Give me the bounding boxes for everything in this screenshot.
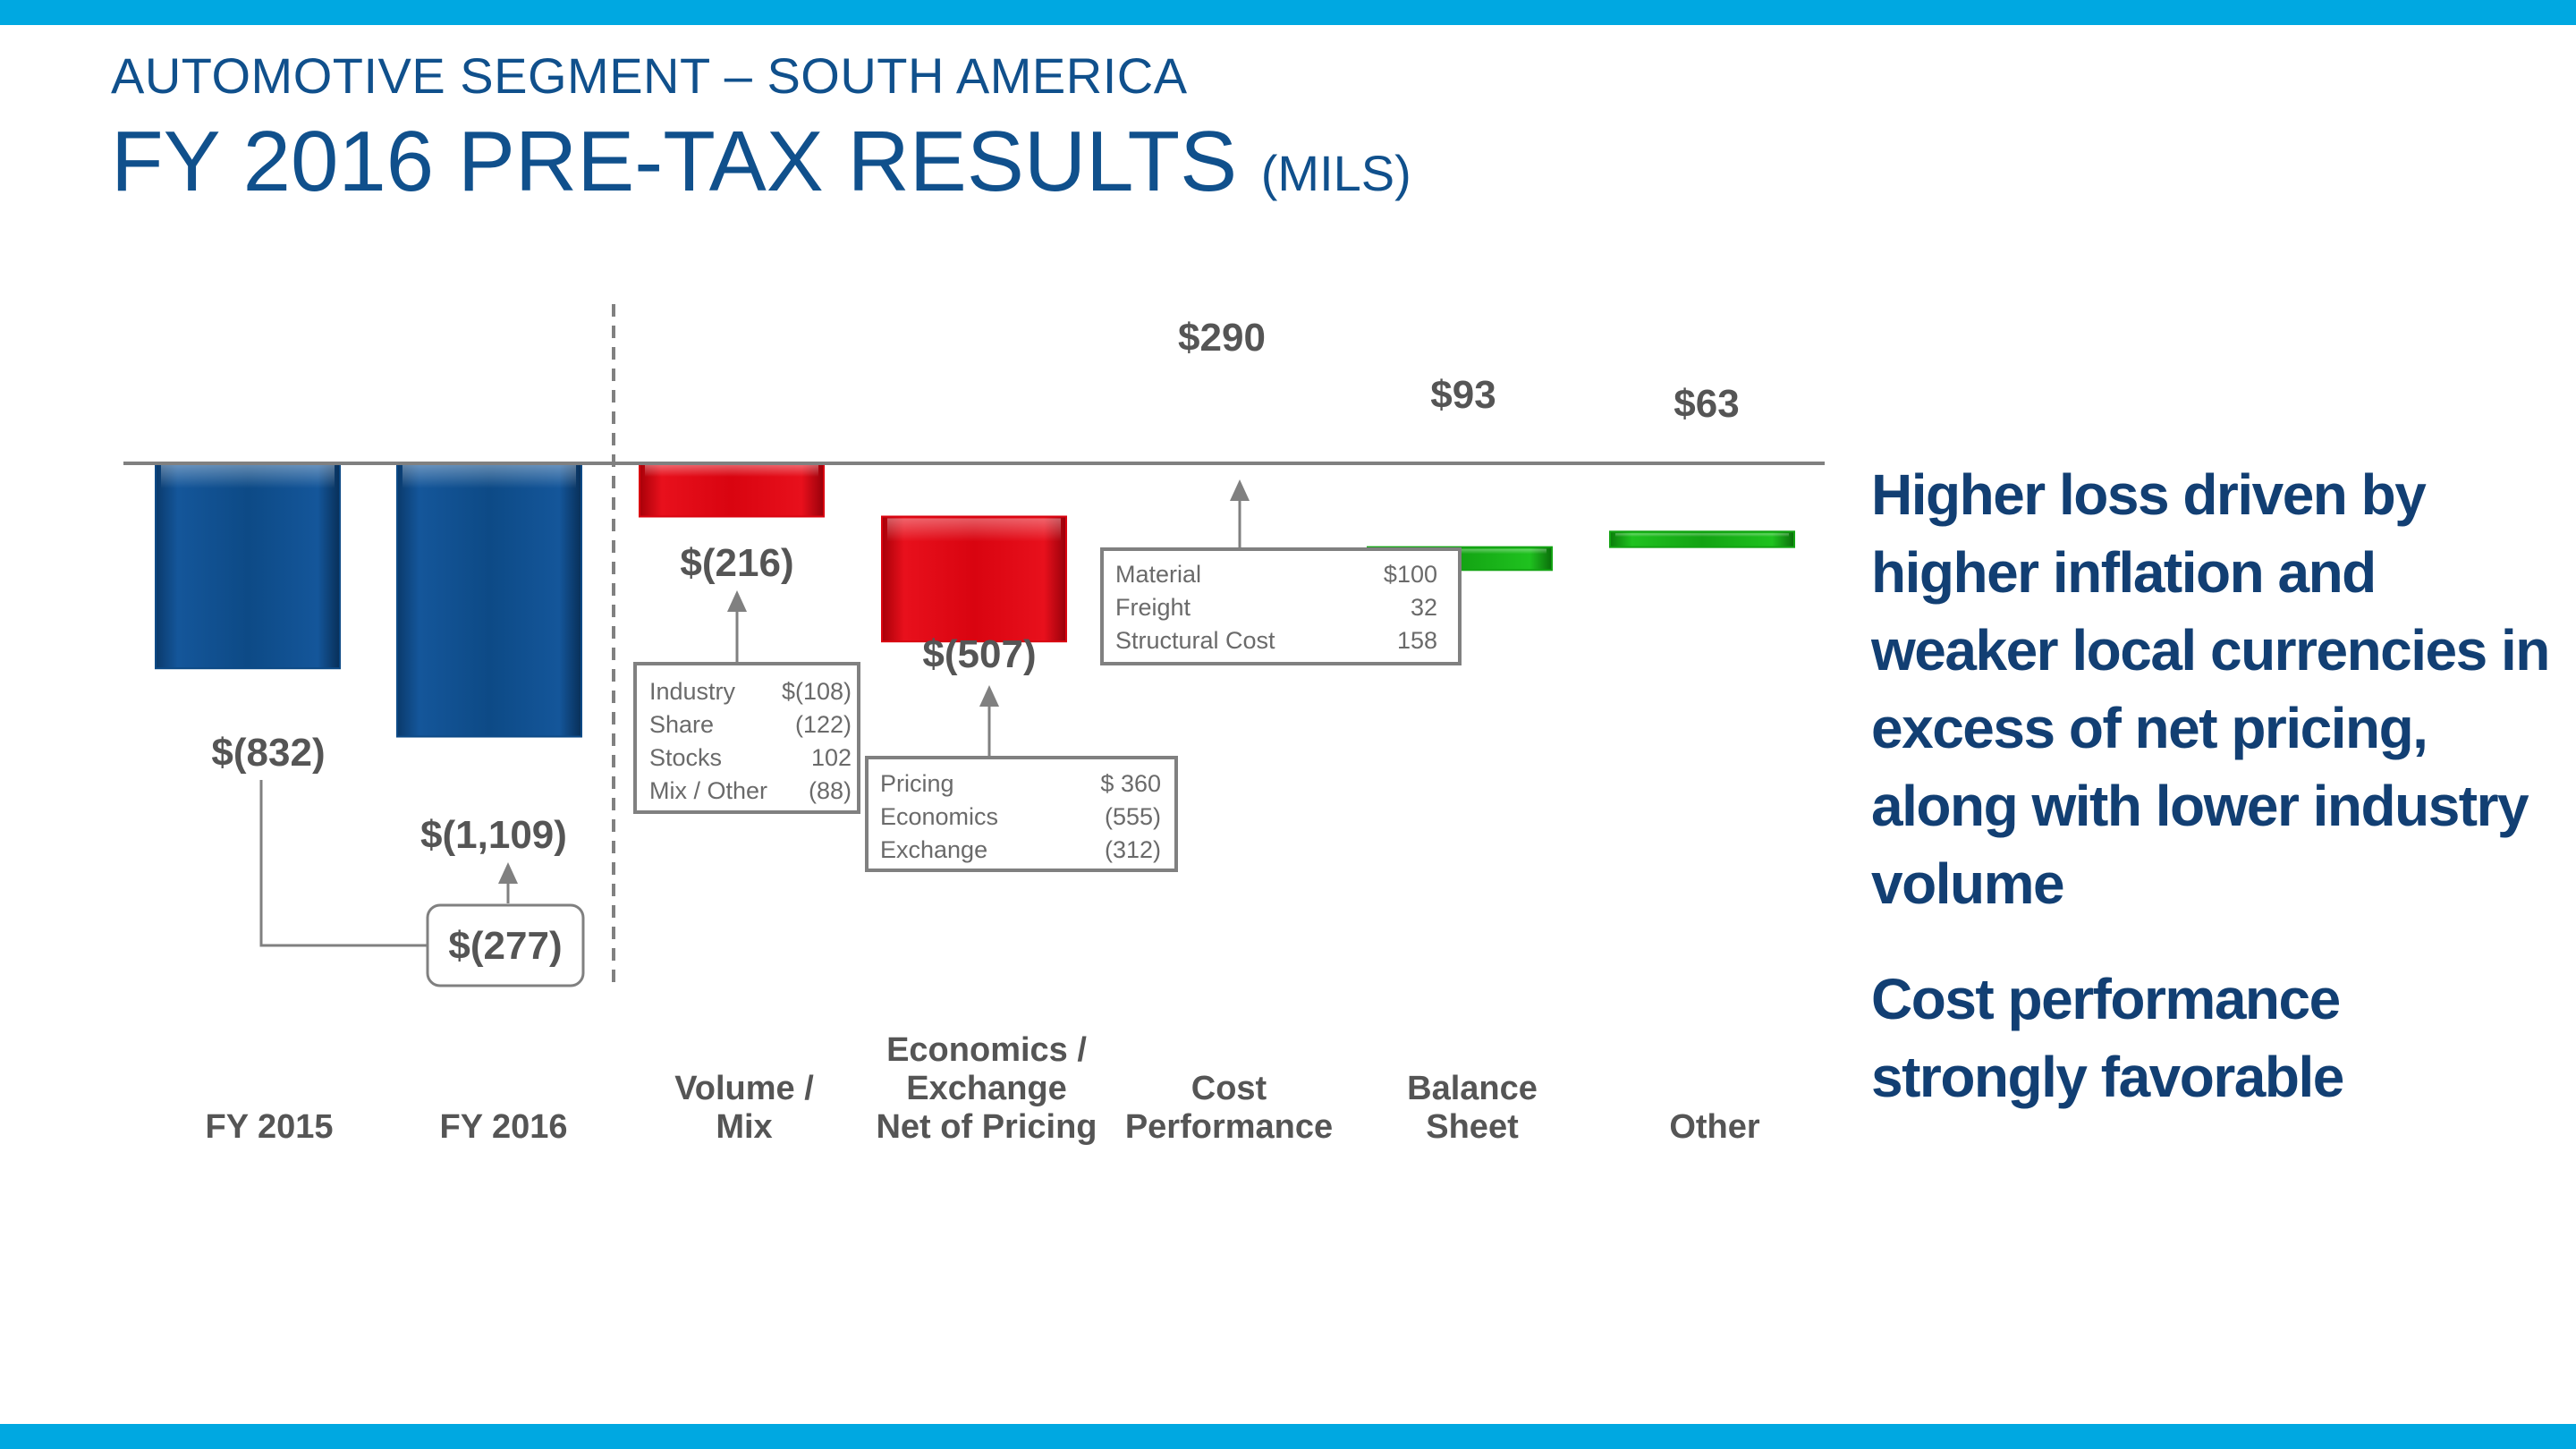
category-label-volume-mix-line-1: Volume / bbox=[674, 1070, 814, 1107]
change-arrow-head bbox=[498, 862, 518, 884]
breakdown-row-value-volume-mix-2: (122) bbox=[795, 711, 852, 738]
breakdown-row-value-volume-mix-4: (88) bbox=[809, 777, 852, 804]
slide-title-units: (MILS) bbox=[1260, 145, 1411, 201]
top-accent-bar bbox=[0, 0, 2576, 25]
breakdown-row-label-cost-performance-2: Freight bbox=[1115, 594, 1191, 621]
slide-title: FY 2016 PRE-TAX RESULTS (MILS) bbox=[111, 114, 1411, 209]
category-label-fy2015-line-1: FY 2015 bbox=[206, 1108, 334, 1146]
bar-highlight-other bbox=[1615, 533, 1789, 538]
breakdown-row-value-volume-mix-3: 102 bbox=[811, 744, 852, 771]
change-connector bbox=[259, 780, 428, 947]
bottom-accent-bar bbox=[0, 1424, 2576, 1449]
commentary: Higher loss driven by higher inflation a… bbox=[1871, 456, 2551, 1154]
breakdown-row-value-economics-exchange-1: $ 360 bbox=[1100, 770, 1161, 797]
breakdown-row-label-cost-performance-3: Structural Cost bbox=[1115, 627, 1275, 654]
breakdown-row-label-volume-mix-3: Stocks bbox=[649, 744, 722, 771]
commentary-point-2: Cost performance strongly favorable bbox=[1871, 967, 2344, 1109]
breakdown-row-label-economics-exchange-1: Pricing bbox=[880, 770, 954, 797]
breakdown-arrow-head-cost-performance bbox=[1230, 479, 1250, 501]
bar-highlight-fy2016 bbox=[402, 465, 576, 488]
breakdown-row-label-volume-mix-4: Mix / Other bbox=[649, 777, 767, 804]
value-label-volume-mix: $(216) bbox=[680, 541, 793, 585]
category-label-economics-exchange-line-3: Net of Pricing bbox=[876, 1108, 1097, 1146]
category-label-balance-sheet-line-2: Sheet bbox=[1426, 1108, 1519, 1146]
breakdown-arrow-head-volume-mix bbox=[727, 590, 747, 612]
slide-title-text: FY 2016 PRE-TAX RESULTS bbox=[111, 114, 1238, 209]
value-label-cost-performance: $290 bbox=[1178, 316, 1266, 360]
value-label-fy2015: $(832) bbox=[211, 731, 325, 775]
category-label-economics-exchange-line-1: Economics / bbox=[886, 1031, 1087, 1069]
commentary-point-1: Higher loss driven by higher inflation a… bbox=[1871, 462, 2550, 916]
breakdown-row-label-cost-performance-1: Material bbox=[1115, 561, 1201, 588]
breakdown-row-value-economics-exchange-3: (312) bbox=[1105, 836, 1161, 863]
value-label-other: $63 bbox=[1674, 382, 1739, 426]
breakdown-row-label-economics-exchange-3: Exchange bbox=[880, 836, 987, 863]
slide-subtitle: AUTOMOTIVE SEGMENT – SOUTH AMERICA bbox=[111, 47, 1188, 104]
breakdown-box-volume-mix bbox=[633, 662, 860, 814]
breakdown-row-value-cost-performance-2: 32 bbox=[1411, 594, 1437, 621]
value-label-fy2016: $(1,109) bbox=[420, 813, 567, 857]
breakdown-box-cost-performance bbox=[1100, 547, 1462, 665]
category-label-balance-sheet-line-1: Balance bbox=[1407, 1070, 1538, 1107]
bar-highlight-volume-mix bbox=[645, 465, 818, 478]
breakdown-row-label-volume-mix-1: Industry bbox=[649, 678, 736, 705]
change-value-label: $(277) bbox=[448, 924, 562, 968]
breakdown-row-label-economics-exchange-2: Economics bbox=[880, 803, 998, 830]
change-box bbox=[426, 903, 585, 987]
breakdown-row-label-volume-mix-2: Share bbox=[649, 711, 714, 738]
bar-highlight-fy2015 bbox=[161, 465, 335, 488]
breakdown-row-value-cost-performance-1: $100 bbox=[1384, 561, 1437, 588]
category-label-fy2016-line-1: FY 2016 bbox=[440, 1108, 568, 1146]
value-label-balance-sheet: $93 bbox=[1430, 373, 1496, 417]
bar-highlight-economics-exchange bbox=[887, 518, 1061, 542]
category-label-cost-performance-line-2: Performance bbox=[1125, 1108, 1333, 1146]
breakdown-row-value-economics-exchange-2: (555) bbox=[1105, 803, 1161, 830]
bar-fy2016 bbox=[396, 462, 582, 738]
bar-fy2015 bbox=[155, 462, 341, 670]
breakdown-row-value-volume-mix-1: $(108) bbox=[782, 678, 852, 705]
category-label-cost-performance-line-1: Cost bbox=[1191, 1070, 1267, 1107]
breakdown-row-value-cost-performance-3: 158 bbox=[1397, 627, 1437, 654]
breakdown-box-economics-exchange bbox=[865, 756, 1178, 872]
value-label-economics-exchange: $(507) bbox=[922, 632, 1036, 676]
category-label-volume-mix-line-2: Mix bbox=[716, 1108, 772, 1146]
breakdown-arrow-head-economics-exchange bbox=[979, 685, 999, 707]
category-label-economics-exchange-line-2: Exchange bbox=[906, 1070, 1067, 1107]
category-label-other-line-1: Other bbox=[1669, 1108, 1760, 1146]
